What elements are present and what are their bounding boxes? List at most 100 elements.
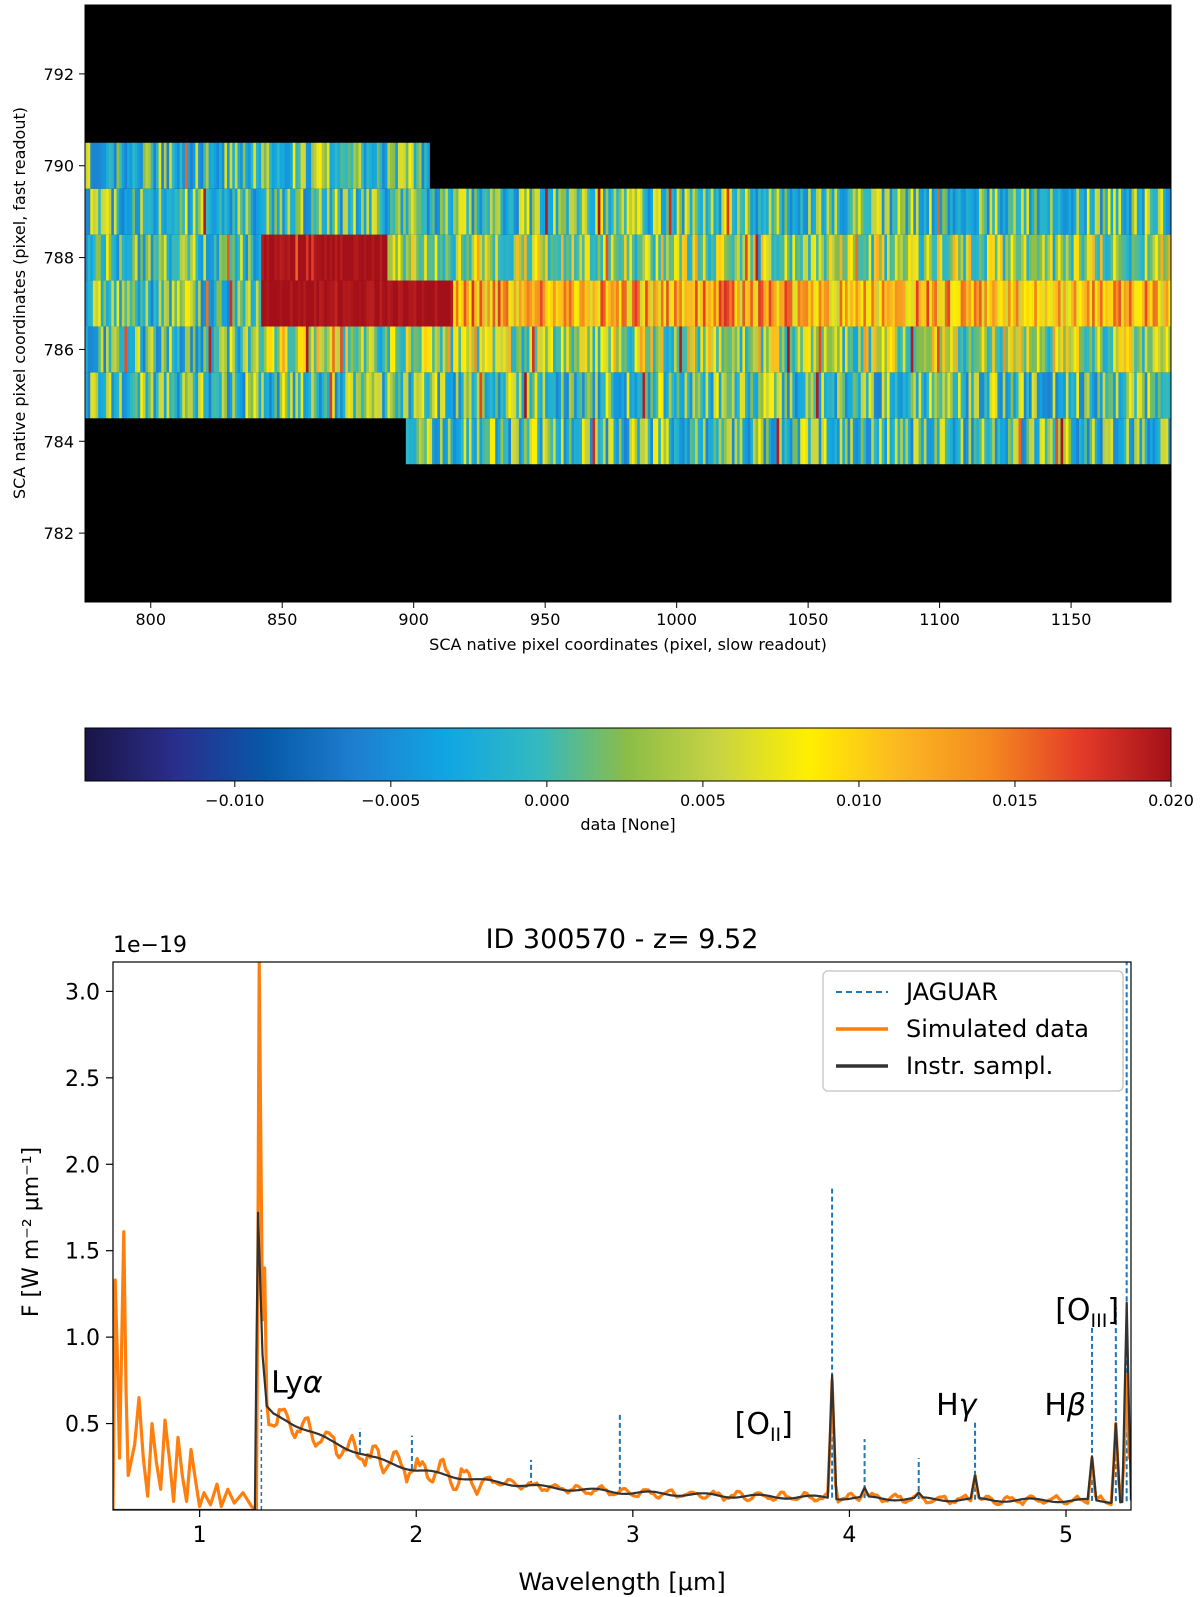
pixel-cell: [124, 142, 128, 189]
pixel-cell: [121, 188, 125, 235]
pixel-cell: [492, 234, 496, 281]
pixel-cell: [913, 372, 917, 419]
pixel-cell: [340, 188, 344, 235]
pixel-cell: [227, 326, 231, 373]
pixel-cell: [1118, 280, 1122, 327]
pixel-cell: [705, 188, 709, 235]
pixel-cell: [766, 188, 770, 235]
pixel-cell: [634, 234, 638, 281]
pixel-cell: [652, 188, 657, 235]
pixel-cell: [797, 188, 801, 235]
x-tick-label: 4: [842, 1523, 856, 1548]
pixel-cell: [237, 188, 241, 235]
pixel-cell: [934, 188, 938, 235]
pixel-cell: [1081, 418, 1085, 465]
pixel-cell: [539, 280, 543, 327]
pixel-cell: [631, 280, 635, 327]
pixel-cell: [634, 188, 638, 235]
pixel-cell: [818, 372, 822, 419]
pixel-cell: [1050, 188, 1054, 235]
pixel-cell: [229, 188, 233, 235]
pixel-cell: [721, 326, 725, 373]
pixel-cell: [458, 372, 462, 419]
pixel-cell: [1149, 188, 1153, 235]
pixel-cell: [271, 188, 275, 235]
pixel-cell: [816, 188, 820, 235]
pixel-cell: [934, 372, 938, 419]
pixel-cell: [484, 234, 488, 281]
pixel-cell: [208, 142, 212, 189]
pixel-cell: [1168, 418, 1172, 465]
pixel-cell: [779, 234, 783, 281]
pixel-cell: [526, 326, 530, 373]
pixel-cell: [421, 372, 425, 419]
pixel-cell: [274, 188, 278, 235]
pixel-cell: [829, 280, 833, 327]
pixel-cell: [303, 142, 307, 189]
pixel-cell: [200, 234, 204, 281]
pixel-cell: [1102, 372, 1106, 419]
pixel-cell: [1144, 326, 1148, 373]
pixel-cell: [311, 188, 315, 235]
pixel-cell: [269, 326, 273, 373]
pixel-cell: [989, 234, 993, 281]
pixel-cell: [234, 234, 238, 281]
pixel-cell: [119, 188, 123, 235]
pixel-cell: [610, 188, 614, 235]
pixel-cell: [960, 188, 964, 235]
pixel-cell: [550, 280, 554, 327]
pixel-cell: [303, 280, 307, 327]
pixel-cell: [366, 372, 370, 419]
pixel-cell: [968, 326, 972, 373]
pixel-cell: [216, 142, 220, 189]
pixel-cell: [416, 188, 420, 235]
pixel-cell: [955, 188, 959, 235]
pixel-cell: [539, 418, 543, 465]
legend-label: JAGUAR: [904, 978, 998, 1006]
pixel-cell: [466, 418, 470, 465]
pixel-cell: [616, 234, 620, 281]
pixel-cell: [182, 142, 186, 189]
pixel-cell: [1155, 372, 1159, 419]
pixel-cell: [1071, 234, 1075, 281]
pixel-cell: [184, 188, 188, 235]
pixel-cell: [1118, 418, 1122, 465]
pixel-cell: [821, 234, 825, 281]
pixel-cell: [263, 372, 267, 419]
pixel-cell: [773, 418, 777, 465]
pixel-cell: [150, 372, 154, 419]
pixel-cell: [340, 280, 344, 327]
pixel-cell: [421, 326, 425, 373]
pixel-cell: [865, 418, 869, 465]
pixel-cell: [1060, 188, 1064, 235]
x-tick-label: 1100: [919, 610, 960, 629]
pixel-cell: [855, 372, 859, 419]
pixel-cell: [292, 188, 296, 235]
pixel-cell: [182, 188, 186, 235]
pixel-cell: [174, 188, 178, 235]
pixel-cell: [658, 280, 662, 327]
pixel-cell: [363, 188, 367, 235]
pixel-cell: [650, 280, 654, 327]
pixel-cell: [169, 188, 173, 235]
pixel-cell: [652, 280, 657, 327]
pixel-cell: [382, 326, 386, 373]
pixel-cell: [271, 326, 275, 373]
pixel-cell: [723, 372, 728, 419]
pixel-cell: [1071, 280, 1075, 327]
pixel-cell: [145, 372, 149, 419]
pixel-cell: [421, 142, 425, 189]
pixel-cell: [492, 326, 496, 373]
pixel-cell: [713, 418, 717, 465]
pixel-cell: [1013, 188, 1017, 235]
pixel-cell: [684, 280, 688, 327]
pixel-cell: [666, 372, 670, 419]
pixel-cell: [374, 326, 378, 373]
pixel-cell: [944, 372, 948, 419]
pixel-cell: [474, 234, 478, 281]
pixel-cell: [1126, 418, 1130, 465]
pixel-cell: [466, 372, 470, 419]
pixel-cell: [390, 188, 394, 235]
pixel-cell: [510, 326, 515, 373]
pixel-cell: [203, 234, 207, 281]
